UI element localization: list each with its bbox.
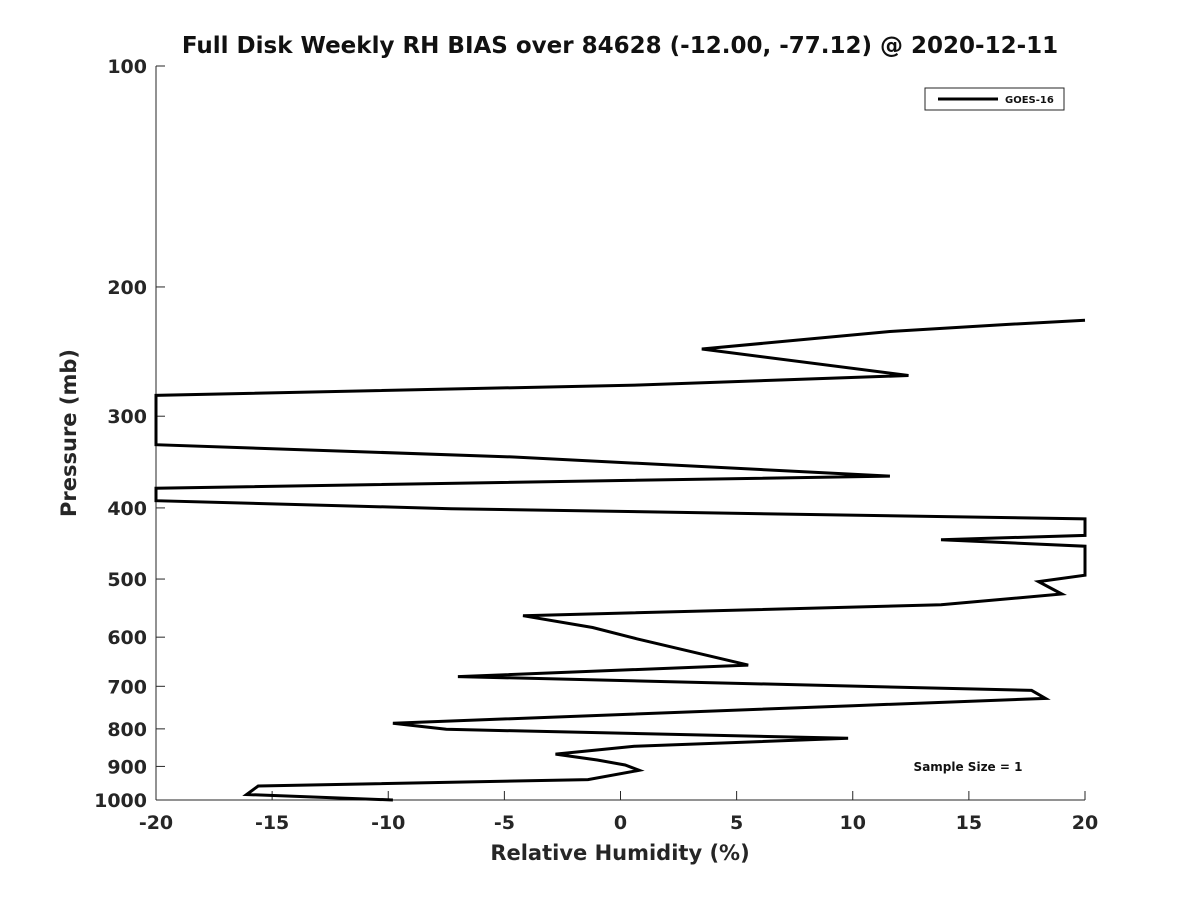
y-tick-label: 100 [107, 56, 147, 78]
legend: GOES-16 [924, 87, 1065, 111]
y-tick-label: 1000 [94, 790, 147, 812]
y-tick-label: 900 [107, 756, 147, 778]
legend-label-goes-16: GOES-16 [1005, 95, 1054, 106]
y-axis-label: Pressure (mb) [57, 349, 81, 517]
y-ticks: 100 200 300 400 500 600 700 800 900 1000 [94, 56, 165, 812]
y-tick-label: 200 [107, 277, 147, 299]
series-line-goes-16 [154, 318, 1087, 802]
y-tick-label: 800 [107, 719, 147, 741]
y-tick-label: 600 [107, 627, 147, 649]
y-tick-label: 500 [107, 569, 147, 591]
x-tick-label: 10 [840, 812, 866, 834]
sample-size-annotation: Sample Size = 1 [914, 760, 1023, 774]
x-tick-label: -15 [255, 812, 289, 834]
series-layer [154, 318, 1087, 802]
x-tick-label: 15 [956, 812, 982, 834]
x-axis-label: Relative Humidity (%) [490, 841, 749, 865]
y-tick-label: 400 [107, 498, 147, 520]
x-ticks: -20 -15 -10 -5 0 5 10 15 20 [139, 791, 1098, 834]
x-tick-label: -5 [494, 812, 515, 834]
x-tick-label: -20 [139, 812, 173, 834]
y-tick-label: 700 [107, 676, 147, 698]
x-tick-label: 20 [1072, 812, 1098, 834]
chart-title: Full Disk Weekly RH BIAS over 84628 (-12… [182, 33, 1058, 59]
y-tick-label: 300 [107, 406, 147, 428]
x-tick-label: -10 [371, 812, 405, 834]
x-tick-label: 0 [614, 812, 627, 834]
axes: -20 -15 -10 -5 0 5 10 15 20 100 200 300 400 500 600 70… [94, 56, 1098, 834]
x-tick-label: 5 [730, 812, 743, 834]
